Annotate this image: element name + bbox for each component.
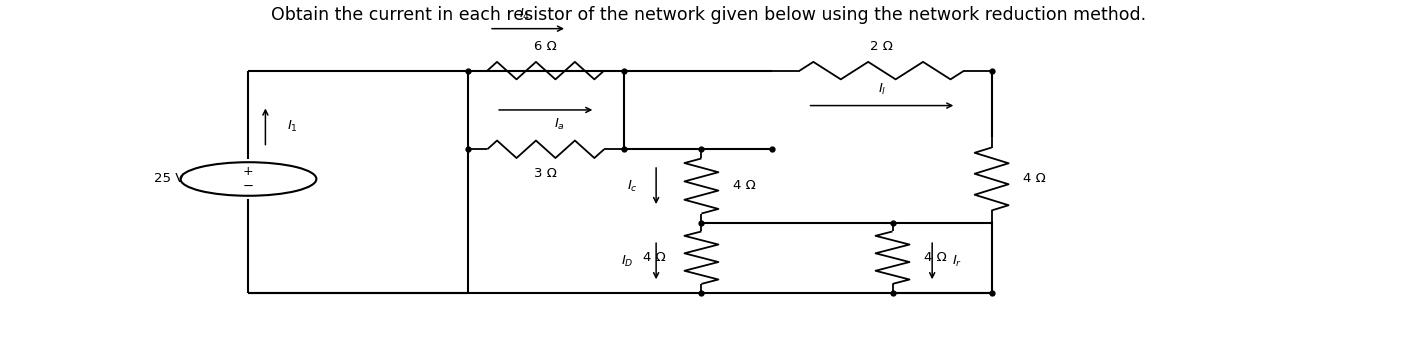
Text: $I_1$: $I_1$: [286, 119, 298, 134]
Text: $I_r$: $I_r$: [952, 254, 962, 269]
Text: Obtain the current in each resistor of the network given below using the network: Obtain the current in each resistor of t…: [271, 6, 1146, 24]
Text: $I_c$: $I_c$: [626, 178, 638, 193]
Text: $I_D$: $I_D$: [621, 254, 633, 269]
Text: $I_4$: $I_4$: [519, 7, 530, 22]
Text: 3 Ω: 3 Ω: [534, 167, 557, 180]
Text: 25 V: 25 V: [154, 172, 184, 185]
Text: 2 Ω: 2 Ω: [870, 40, 893, 53]
Text: +: +: [244, 165, 254, 178]
Text: 6 Ω: 6 Ω: [534, 40, 557, 53]
Text: $I_l$: $I_l$: [877, 82, 886, 97]
Text: 4 Ω: 4 Ω: [733, 179, 755, 192]
Text: −: −: [242, 180, 254, 193]
Text: 4 Ω: 4 Ω: [924, 251, 947, 264]
Text: 4 Ω: 4 Ω: [1023, 172, 1046, 185]
Text: 4 Ω: 4 Ω: [643, 251, 666, 264]
Text: $I_a$: $I_a$: [554, 117, 565, 132]
